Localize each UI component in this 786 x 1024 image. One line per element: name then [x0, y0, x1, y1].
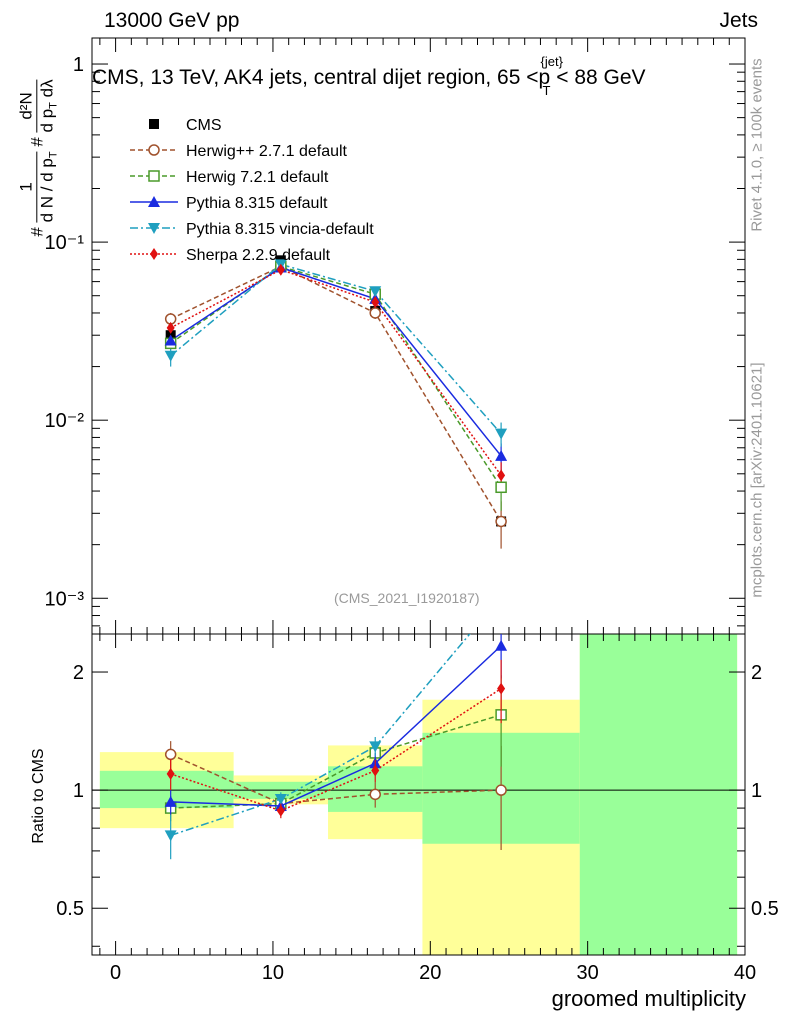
- series-point: [369, 286, 382, 298]
- series-point: [495, 481, 507, 494]
- legend-label: CMS: [186, 117, 222, 134]
- series-point: [371, 296, 380, 309]
- ratio-tick-label-right: 2: [751, 662, 762, 684]
- legend-marker: [148, 223, 160, 234]
- ratio-point: [497, 682, 506, 695]
- series-point: [166, 321, 175, 334]
- ratio-line: [170, 687, 502, 812]
- legend-label: Herwig++ 2.7.1 default: [186, 143, 348, 160]
- legend-marker: [148, 196, 160, 207]
- x-tick-label: 10: [262, 962, 284, 984]
- x-tick-label: 20: [419, 962, 441, 984]
- title-end: < 88 GeV: [556, 66, 646, 89]
- legend-label: Herwig 7.2.1 default: [186, 169, 329, 186]
- band-inner: [99, 770, 234, 809]
- title-p: p: [538, 66, 551, 89]
- ratio-bands: [99, 634, 738, 955]
- series-line: [170, 263, 502, 435]
- title-sub: T: [542, 83, 551, 98]
- legend-label: Pythia 8.315 default: [186, 195, 328, 212]
- ratio-point: [495, 592, 507, 603]
- mcplots-label: mcplots.cern.ch [arXiv:2401.10621]: [748, 362, 766, 598]
- chart-title: CMS, 13 TeV, AK4 jets, central dijet reg…: [92, 54, 646, 98]
- x-tick-label: 30: [577, 962, 599, 984]
- series-point: [369, 307, 381, 319]
- ratio-tick-label: 1: [73, 780, 84, 802]
- series-point: [495, 428, 508, 440]
- y-tick-label: 10⁻³: [45, 588, 85, 610]
- series-point: [495, 515, 507, 528]
- ratio-point: [274, 793, 287, 805]
- ratio-line: [170, 714, 502, 809]
- legend-marker: [149, 119, 159, 129]
- series-line: [170, 268, 502, 476]
- ratio-tick-label-right: 0.5: [751, 898, 779, 920]
- legend-marker: [148, 144, 160, 156]
- header-right: Jets: [719, 9, 758, 32]
- series-point: [164, 350, 177, 362]
- ratio-point: [495, 639, 508, 651]
- ratio-series: [164, 592, 508, 860]
- legend-marker: [148, 170, 160, 182]
- band-inner: [579, 634, 738, 955]
- x-tick-label: 0: [110, 962, 121, 984]
- legend-label: Pythia 8.315 vincia-default: [186, 221, 374, 238]
- ratio-line: [170, 634, 471, 837]
- ratio-point: [371, 764, 380, 777]
- series-point: [164, 334, 177, 346]
- ratio-point: [369, 741, 382, 753]
- header-left: 13000 GeV pp: [104, 9, 240, 32]
- ratio-point: [164, 795, 177, 807]
- ratio-point: [495, 784, 507, 796]
- legend: CMS Herwig++ 2.7.1 default Herwig 7.2.1 de…: [130, 117, 374, 264]
- ratio-point: [276, 804, 285, 817]
- title-pt: p T {jet}: [538, 54, 563, 98]
- x-axis-label: groomed multiplicity: [551, 986, 746, 1011]
- ratio-line: [170, 645, 502, 807]
- ratio-point: [164, 748, 177, 761]
- ratio-tick-label: 2: [73, 662, 84, 684]
- title-sup: {jet}: [540, 54, 563, 69]
- ratio-tick-label-right: 1: [751, 780, 762, 802]
- series-line: [170, 266, 502, 457]
- main-series: [164, 255, 508, 549]
- ratio-point: [166, 767, 175, 780]
- ratio-point: [369, 788, 381, 801]
- y-tick-label: 10⁻²: [45, 410, 85, 432]
- legend-marker: [150, 248, 158, 260]
- title-main: CMS, 13 TeV, AK4 jets, central dijet reg…: [92, 66, 539, 89]
- y-tick-label: 10⁻¹: [45, 232, 85, 254]
- series-point: [276, 263, 285, 276]
- ratio-tick-label: 0.5: [56, 898, 84, 920]
- ratio-frame: [91, 633, 746, 956]
- ratio-y-label: Ratio to CMS: [30, 748, 47, 844]
- ratio-point: [164, 830, 177, 842]
- ratio-line: [170, 753, 502, 805]
- analysis-id: (CMS_2021_I1920187): [334, 590, 480, 606]
- series-point: [495, 449, 508, 461]
- rivet-label: Rivet 4.1.0, ≥ 100k events: [748, 58, 766, 232]
- series-point: [497, 469, 506, 482]
- x-tick-label: 40: [734, 962, 756, 984]
- y-tick-label: 1: [73, 54, 84, 76]
- legend-label: Sherpa 2.2.9 default: [186, 247, 331, 264]
